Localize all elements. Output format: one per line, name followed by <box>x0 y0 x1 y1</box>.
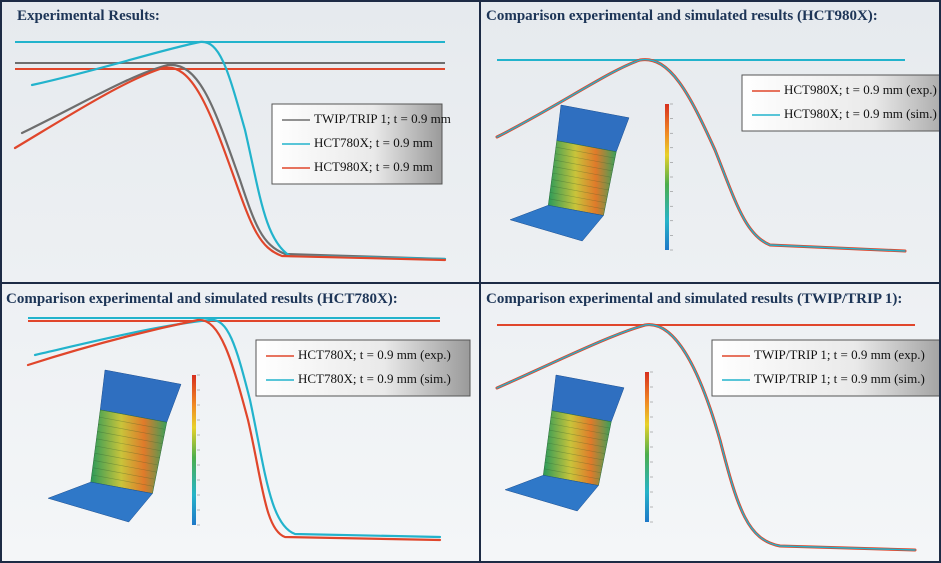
panel-title: Comparison experimental and simulated re… <box>6 291 398 307</box>
legend-label: TWIP/TRIP 1; t = 0.9 mm <box>314 111 451 126</box>
panel-title: Comparison experimental and simulated re… <box>486 291 902 307</box>
legend-label: TWIP/TRIP 1; t = 0.9 mm (exp.) <box>754 347 925 362</box>
legend-label: HCT980X; t = 0.9 mm (sim.) <box>784 106 937 121</box>
legend-label: TWIP/TRIP 1; t = 0.9 mm (sim.) <box>754 371 925 386</box>
panel-title: Comparison experimental and simulated re… <box>486 8 878 24</box>
colorbar <box>645 372 649 522</box>
legend-label: HCT780X; t = 0.9 mm (exp.) <box>298 347 451 362</box>
legend-label: HCT780X; t = 0.9 mm <box>314 135 433 150</box>
legend-label: HCT980X; t = 0.9 mm <box>314 159 433 174</box>
page: TWIP/TRIP 1; t = 0.9 mm HCT780X; t = 0.9 … <box>0 0 941 563</box>
colorbar <box>192 375 196 525</box>
legend-label: HCT780X; t = 0.9 mm (sim.) <box>298 371 451 386</box>
panel-title: Experimental Results: <box>17 8 160 24</box>
figure: TWIP/TRIP 1; t = 0.9 mm HCT780X; t = 0.9 … <box>0 0 941 563</box>
colorbar <box>665 104 669 250</box>
legend-label: HCT980X; t = 0.9 mm (exp.) <box>784 82 937 97</box>
